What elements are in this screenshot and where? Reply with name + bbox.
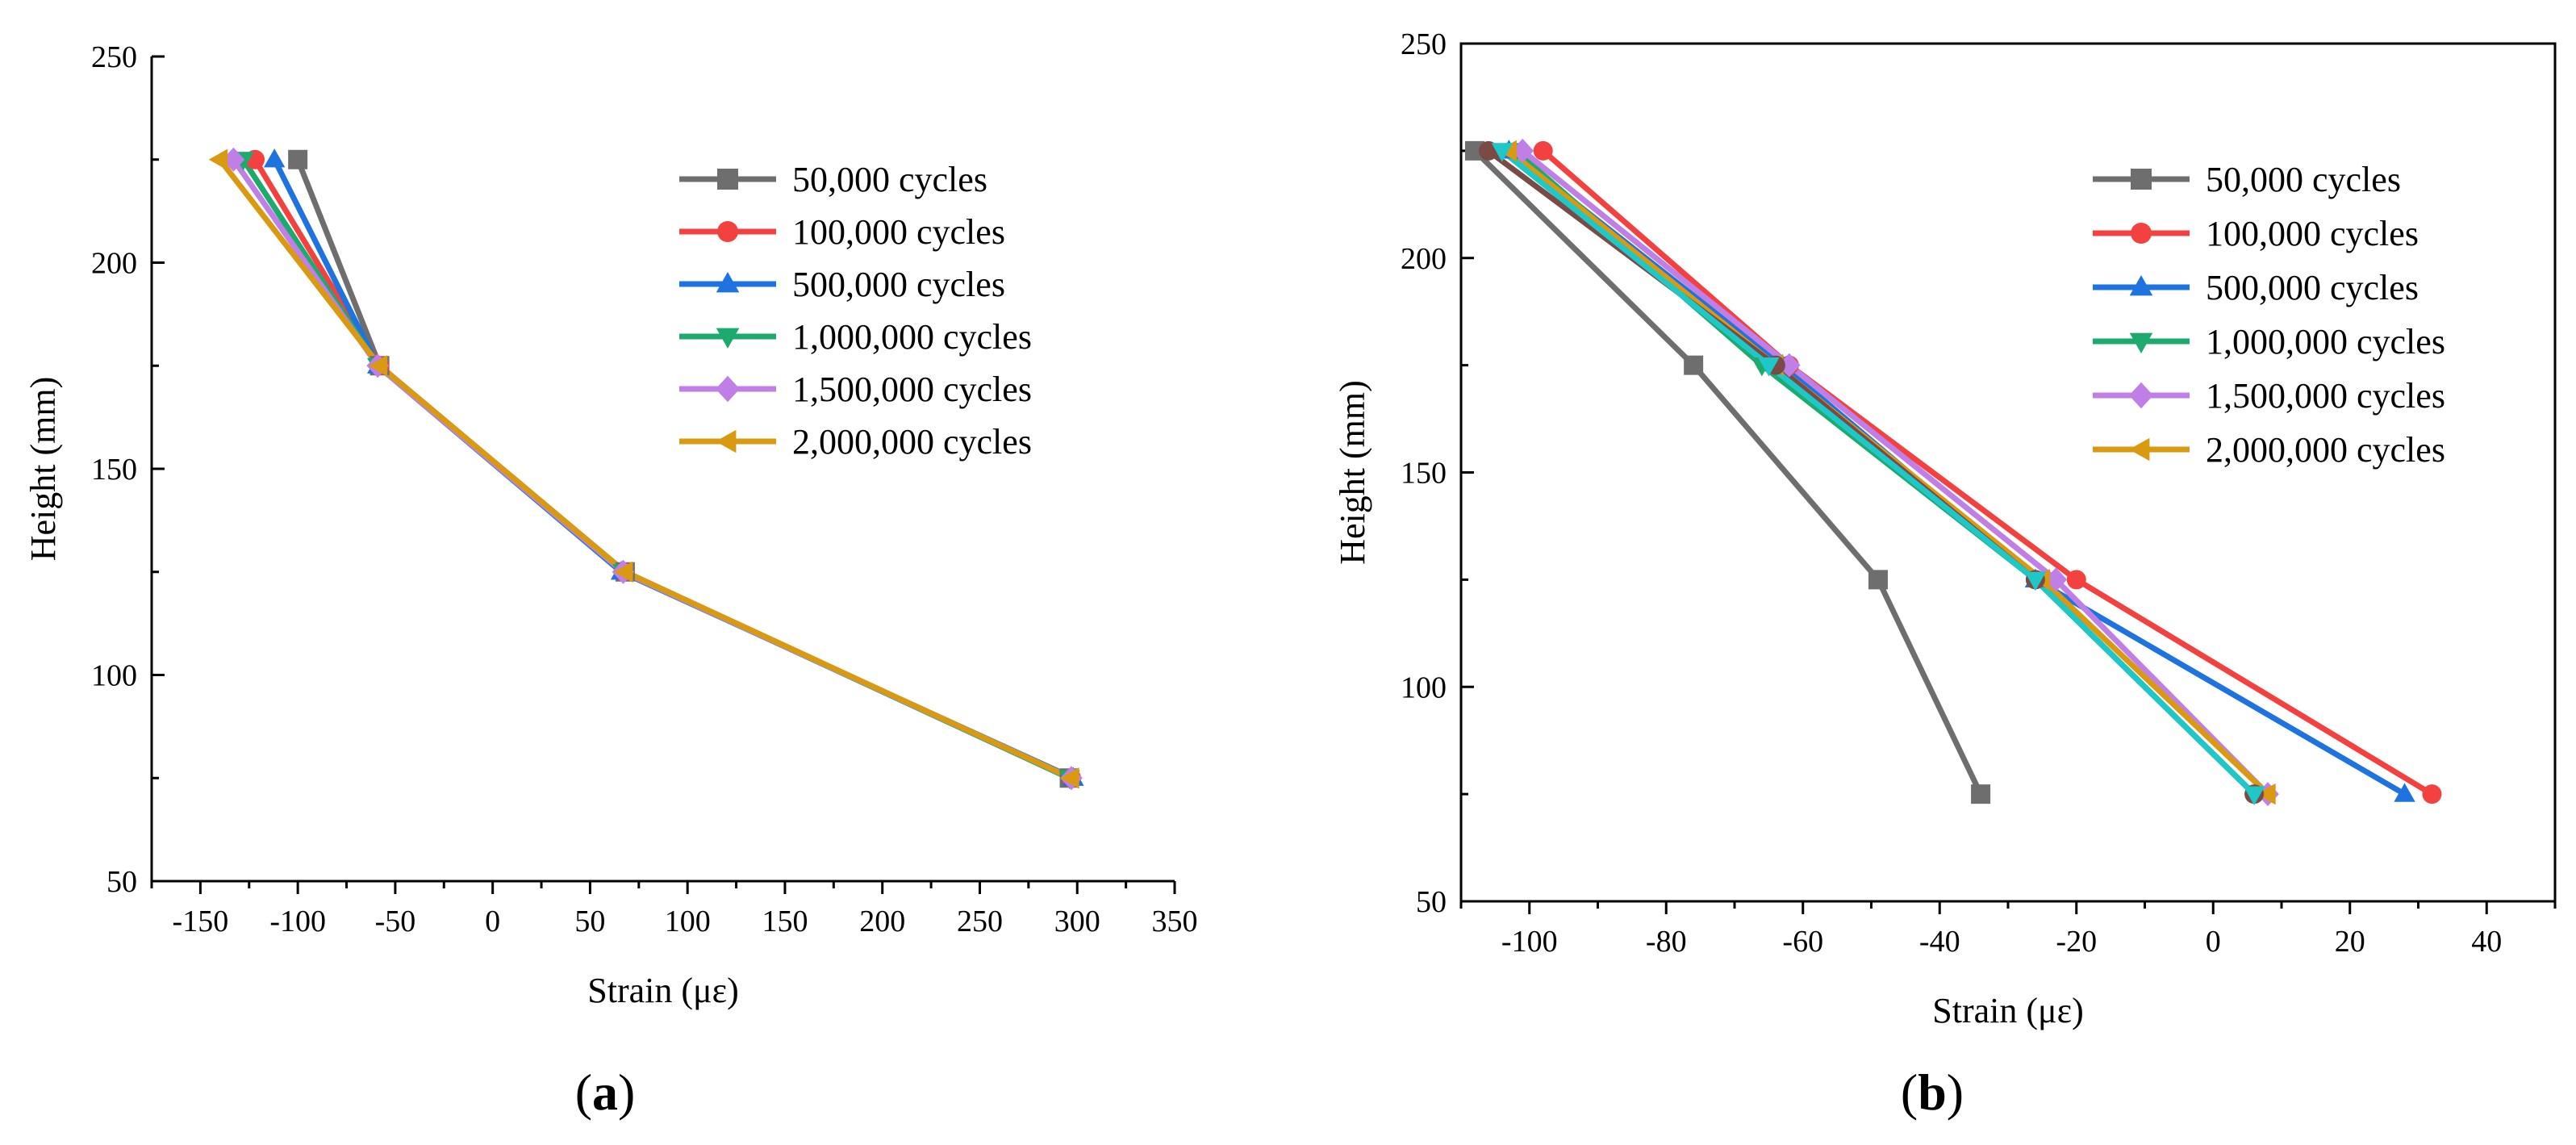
legend-swatch-marker [2131,169,2152,190]
data-point [1758,357,1780,377]
x-tick-label: -150 [173,905,229,938]
data-point [208,148,228,170]
y-tick-label: 150 [91,453,137,487]
x-axis-title: Strain (με) [587,971,738,1010]
legend-swatch-marker [2129,382,2153,409]
x-tick-label: -40 [1919,925,1960,959]
legend-swatch-marker [716,328,740,349]
y-axis-title: Height (mm) [1333,380,1372,565]
data-point [2024,571,2047,591]
legend-label: 100,000 cycles [792,212,1005,252]
series-line [294,158,1071,781]
legend-label: 100,000 cycles [2206,214,2419,253]
x-tick-label: 0 [485,905,500,938]
x-tick-label: 20 [2335,925,2365,959]
legend-label: 50,000 cycles [792,160,987,199]
panel-label-a: (a) [575,1064,636,1121]
data-point [2044,567,2068,592]
x-tick-label: 300 [1054,905,1100,938]
x-tick-label: 40 [2471,925,2502,959]
y-tick-label: 250 [91,40,137,74]
data-point [614,561,633,583]
data-point [222,147,245,172]
series-line [240,157,1071,781]
series-line [1541,148,2434,797]
series-line [1472,148,1984,796]
series-line [253,157,1073,781]
legend-label: 1,500,000 cycles [2206,376,2445,416]
series-line [1521,148,2270,796]
legend-label: 1,000,000 cycles [792,317,1032,357]
legend-label: 50,000 cycles [2206,160,2401,199]
legend-label: 500,000 cycles [792,265,1005,304]
data-point [2394,783,2415,802]
data-point [288,149,308,169]
y-tick-label: 200 [1401,242,1447,276]
series-line [231,157,1073,781]
x-tick-label: 250 [957,905,1003,938]
legend-swatch-marker [2129,332,2153,353]
data-point [2257,783,2276,805]
legend-swatch-marker [2129,437,2150,462]
legend-swatch-marker [2129,275,2153,296]
x-tick-label: -100 [1501,925,1558,959]
y-tick-label: 250 [1401,27,1447,61]
x-tick-label: -20 [2056,925,2097,959]
data-point [2243,786,2265,805]
data-point [1533,140,1553,161]
legend-label: 2,000,000 cycles [792,422,1032,462]
legend-swatch-marker [2131,223,2152,244]
legend-label: 500,000 cycles [2206,268,2419,307]
data-point [1684,355,1704,375]
x-tick-label: 0 [2206,925,2221,959]
y-tick-label: 100 [91,659,137,693]
legend-swatch-marker [717,221,738,242]
x-tick-label: -60 [1782,925,1823,959]
data-point [1971,784,1991,804]
x-tick-label: 150 [762,905,808,938]
data-point [1491,143,1513,162]
x-tick-label: 100 [665,905,711,938]
x-tick-label: -100 [269,905,326,938]
data-point [2066,570,2086,590]
legend-label: 2,000,000 cycles [2206,430,2445,470]
x-tick-label: 50 [574,905,605,938]
data-point [1060,767,1079,789]
legend-swatch-marker [717,169,738,190]
data-point [1511,138,1534,163]
data-point [2422,784,2442,804]
x-tick-label: 350 [1152,905,1198,938]
data-point [263,148,286,168]
series-line [217,157,1073,781]
y-tick-label: 50 [1416,885,1447,919]
y-tick-label: 200 [91,247,137,281]
legend-swatch-marker [716,375,740,403]
series-line [1500,148,2257,796]
x-tick-label: 200 [859,905,905,938]
series-line [272,158,1075,781]
data-point [1464,140,1484,161]
y-tick-label: 100 [1401,671,1447,704]
legend-swatch-marker [716,272,740,293]
data-point [368,355,388,377]
data-point [1778,353,1801,378]
chart-panel-b: 50 100 150 200 250 -100 -80 -60 -40 -20 0 20 40 Strai… [1333,27,2557,1030]
chart-panel-a: 50 100 150 200 250 -150 -100 -50 0 50 100 150 200 250… [23,40,1198,1010]
series-line [1486,148,2257,796]
legend-label: 1,500,000 cycles [792,370,1032,409]
panel-label-b: (b) [1901,1064,1964,1121]
y-tick-label: 150 [1401,457,1447,491]
legend-swatch-marker [716,429,737,453]
x-axis-title: Strain (με) [1932,991,2083,1030]
y-axis-title: Height (mm) [23,377,63,562]
legend-label: 1,000,000 cycles [2206,322,2445,361]
data-point [1868,570,1888,590]
x-tick-label: -50 [375,905,416,938]
y-tick-label: 50 [106,865,137,899]
x-tick-label: -80 [1646,925,1687,959]
